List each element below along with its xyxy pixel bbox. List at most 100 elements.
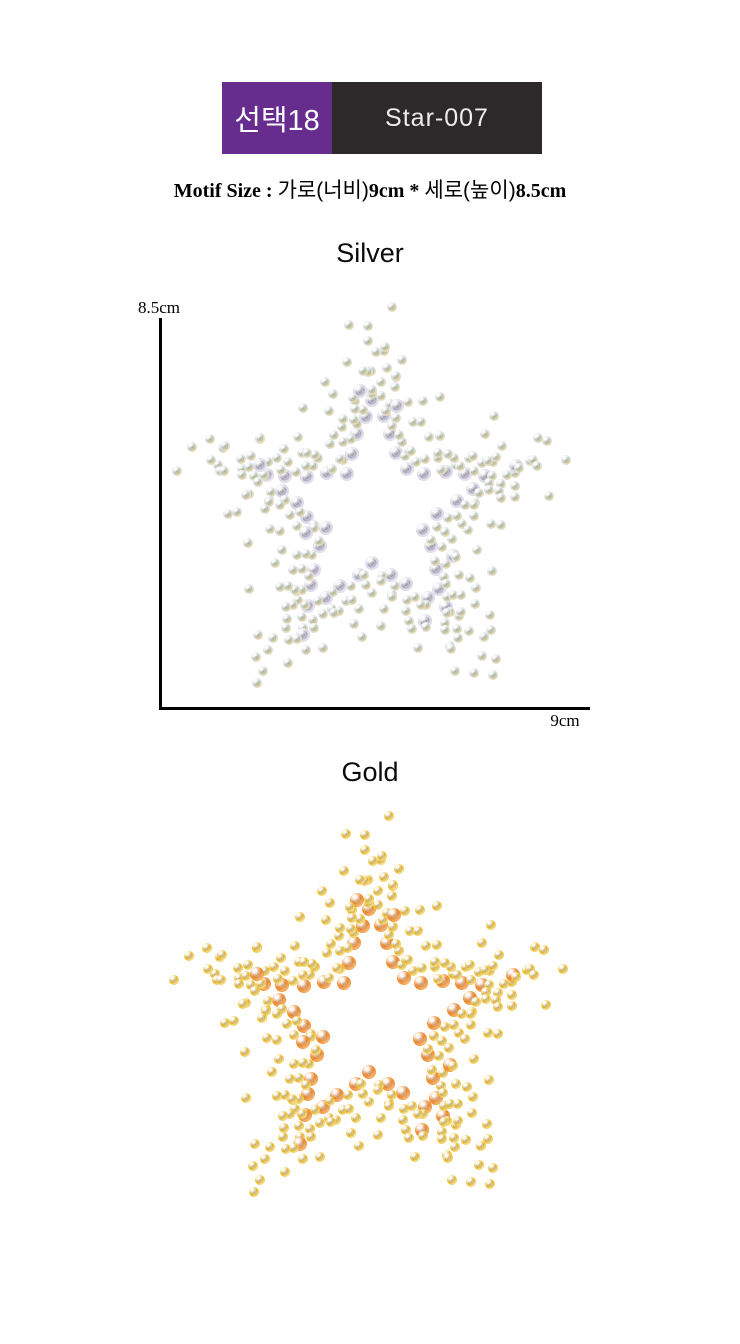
silver-rhinestone (298, 525, 313, 540)
silver-rhinestone (389, 580, 400, 591)
silver-rhinestone (406, 623, 417, 634)
silver-rhinestone (376, 575, 387, 586)
gold-rhinestone (289, 1058, 300, 1069)
silver-rhinestone (543, 490, 554, 501)
gold-rhinestone (468, 1092, 479, 1102)
silver-rhinestone (405, 446, 416, 457)
width-dimension-label: 9cm (550, 711, 580, 730)
gold-rhinestone (507, 1000, 518, 1011)
silver-rhinestone (439, 526, 450, 537)
silver-rhinestone (212, 459, 223, 470)
silver-rhinestone (274, 582, 285, 593)
silver-rhinestone (465, 573, 476, 584)
gold-rhinestone (474, 1160, 485, 1171)
gold-rhinestone (398, 1103, 409, 1114)
silver-rhinestone (487, 471, 498, 482)
gold-rhinestone (387, 921, 398, 932)
silver-rhinestone (308, 523, 319, 534)
silver-rhinestone (345, 581, 356, 592)
gold-rhinestone (363, 893, 374, 904)
silver-rhinestone (400, 605, 411, 616)
gold-rhinestone (413, 976, 428, 991)
silver-rhinestone (249, 471, 260, 482)
silver-rhinestone (300, 548, 311, 559)
silver-rhinestone (253, 457, 268, 472)
gold-rhinestone (289, 940, 300, 951)
gold-rhinestone (466, 1008, 477, 1019)
silver-rhinestone (441, 579, 452, 590)
silver-rhinestone (313, 595, 324, 606)
silver-rhinestone (292, 431, 303, 442)
silver-rhinestone (283, 457, 294, 468)
silver-rhinestone (262, 645, 273, 656)
motif-height-label: 세로(높이) (424, 179, 516, 202)
gold-rhinestone (386, 954, 401, 969)
silver-rhinestone (464, 625, 475, 636)
gold-rhinestone (494, 949, 505, 960)
silver-rhinestone (407, 416, 418, 427)
silver-rhinestone (496, 479, 507, 490)
silver-rhinestone (325, 439, 336, 450)
gold-rhinestone (443, 1153, 454, 1164)
silver-rhinestone (345, 447, 360, 462)
gold-rhinestone (462, 1082, 473, 1093)
gold-rhinestone (238, 998, 249, 1009)
gold-rhinestone (488, 960, 499, 971)
gold-rhinestone (413, 1031, 428, 1046)
silver-rhinestone (340, 595, 351, 606)
gold-rhinestone (397, 1114, 408, 1125)
silver-rhinestone (410, 457, 421, 468)
gold-rhinestone (438, 1100, 449, 1111)
silver-rhinestone (412, 643, 423, 654)
gold-rhinestone (450, 1078, 461, 1089)
silver-rhinestone (319, 520, 334, 535)
gold-rhinestone (297, 969, 308, 980)
gold-rhinestone (304, 1123, 315, 1134)
gold-rhinestone (454, 976, 469, 991)
silver-rhinestone (266, 486, 277, 497)
silver-rhinestone (389, 445, 404, 460)
silver-rhinestone (337, 422, 348, 433)
gold-rhinestone (444, 1042, 455, 1053)
silver-rhinestone (348, 414, 359, 425)
gold-rhinestone (277, 1131, 288, 1142)
silver-rhinestone (443, 448, 454, 459)
gold-rhinestone (280, 1167, 291, 1178)
gold-rhinestone (470, 997, 481, 1008)
silver-rhinestone (532, 460, 543, 471)
silver-rhinestone (280, 622, 291, 633)
silver-rhinestone (430, 507, 445, 522)
gold-rhinestone (316, 1029, 331, 1044)
gold-rhinestone (281, 1019, 292, 1029)
silver-rhinestone (237, 463, 248, 474)
gold-rhinestone (337, 975, 352, 990)
gold-rhinestone (297, 978, 312, 993)
silver-rhinestone (432, 448, 443, 459)
gold-rhinestone (299, 957, 310, 968)
silver-rhinestone (276, 544, 287, 555)
silver-rhinestone (264, 496, 275, 507)
option-number-badge: 선택18 (222, 82, 332, 154)
gold-rhinestone (483, 1027, 494, 1038)
silver-rhinestone (435, 465, 446, 476)
gold-rhinestone (359, 876, 370, 887)
silver-rhinestone (300, 469, 315, 484)
silver-rhinestone (335, 454, 346, 465)
silver-rhinestone (300, 460, 311, 471)
silver-rhinestone (328, 429, 339, 440)
gold-rhinestone (325, 1095, 336, 1106)
gold-rhinestone (334, 931, 345, 942)
silver-rhinestone (448, 453, 459, 464)
gold-rhinestone (436, 1081, 447, 1092)
silver-rhinestone (397, 354, 408, 365)
silver-rhinestone (399, 576, 414, 591)
gold-rhinestone (406, 1101, 417, 1112)
gold-rhinestone (445, 962, 456, 973)
silver-rhinestone (283, 658, 294, 669)
silver-rhinestone (278, 444, 289, 455)
silver-rhinestone (303, 578, 318, 592)
gold-rhinestone (373, 1084, 384, 1095)
gold-rhinestone (168, 974, 179, 985)
gold-rhinestone (209, 968, 220, 979)
silver-rhinestone (255, 432, 266, 443)
